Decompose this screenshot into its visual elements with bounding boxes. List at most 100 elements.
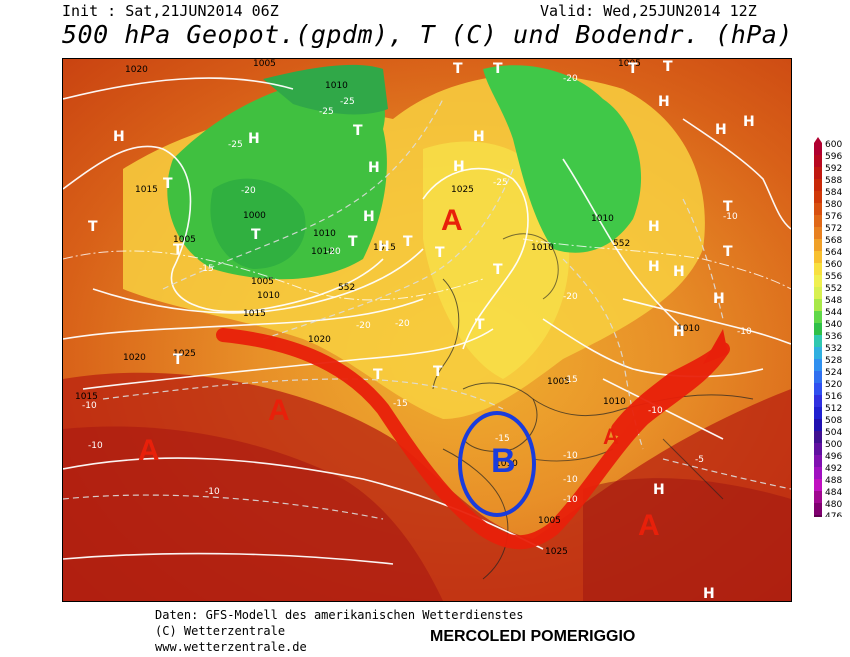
low-symbol: T <box>435 245 445 261</box>
legend-swatch <box>814 347 822 359</box>
pressure-label: 1010 <box>531 243 554 253</box>
temperature-label: -20 <box>356 321 371 331</box>
legend-value: 540 <box>825 320 842 330</box>
low-symbol: T <box>453 61 463 77</box>
legend-value: 592 <box>825 164 842 174</box>
temperature-label: -20 <box>563 74 578 84</box>
low-symbol: T <box>348 234 358 250</box>
low-symbol: T <box>353 123 363 139</box>
temperature-label: -5 <box>695 455 704 465</box>
temperature-label: -10 <box>723 212 738 222</box>
high-symbol: H <box>473 129 485 145</box>
high-symbol: H <box>248 131 260 147</box>
pressure-label: 1010 <box>677 324 700 334</box>
pressure-label: 1010 <box>591 214 614 224</box>
temperature-label: -15 <box>563 375 578 385</box>
legend-swatch <box>814 443 822 455</box>
low-symbol: T <box>88 219 98 235</box>
temperature-label: -10 <box>88 441 103 451</box>
legend-swatch <box>814 287 822 299</box>
legend-value: 572 <box>825 224 842 234</box>
low-pressure-marker <box>458 411 536 517</box>
legend-value: 576 <box>825 212 842 222</box>
low-symbol: T <box>723 199 733 215</box>
legend-value: 520 <box>825 380 842 390</box>
legend-value: 504 <box>825 428 842 438</box>
legend-top-cap <box>814 137 822 143</box>
legend-value: 480 <box>825 500 842 510</box>
legend-value: 584 <box>825 188 842 198</box>
legend-value: 552 <box>825 284 842 294</box>
legend-swatch <box>814 191 822 203</box>
legend-swatch <box>814 275 822 287</box>
cold-pool-core <box>210 178 306 269</box>
pressure-label: 1010 <box>313 229 336 239</box>
legend-value: 488 <box>825 476 842 486</box>
low-symbol: T <box>723 244 733 260</box>
valid-time: Valid: Wed,25JUN2014 12Z <box>540 2 757 20</box>
legend-swatch <box>814 431 822 443</box>
high-pressure-a-west: A <box>138 434 160 467</box>
low-symbol: T <box>493 262 503 278</box>
high-symbol: H <box>113 129 125 145</box>
pressure-label: 1000 <box>243 211 266 221</box>
low-pressure-b: B <box>491 442 516 480</box>
pressure-label: 1010 <box>311 247 334 257</box>
temperature-label: -20 <box>395 319 410 329</box>
low-symbol: T <box>493 61 503 77</box>
legend-swatch <box>814 203 822 215</box>
temperature-label: -25 <box>319 107 334 117</box>
legend-swatch <box>814 311 822 323</box>
legend-swatch <box>814 143 822 155</box>
warm-region-southwest <box>63 426 443 601</box>
legend-swatch <box>814 227 822 239</box>
legend-swatch <box>814 515 822 527</box>
high-pressure-a-atlantic: A <box>268 394 290 427</box>
legend-swatch <box>814 479 822 491</box>
pressure-label: 1005 <box>618 59 641 69</box>
pressure-label: 1015 <box>243 309 266 319</box>
footer-url[interactable]: www.wetterzentrale.de <box>155 640 307 654</box>
high-symbol: H <box>673 324 685 340</box>
legend-value: 544 <box>825 308 842 318</box>
low-symbol: T <box>173 352 183 368</box>
legend-value: 580 <box>825 200 842 210</box>
low-symbol: T <box>173 242 183 258</box>
low-symbol: T <box>433 364 443 380</box>
footer-source: Daten: GFS-Modell des amerikanischen Wet… <box>155 608 524 622</box>
high-symbol: H <box>658 94 670 110</box>
legend-value: 508 <box>825 416 842 426</box>
legend-swatch <box>814 215 822 227</box>
temperature-label: -10 <box>563 451 578 461</box>
legend-swatch <box>814 467 822 479</box>
high-symbol: H <box>713 291 725 307</box>
temperature-label: -15 <box>199 264 214 274</box>
high-symbol: H <box>368 160 380 176</box>
temperature-label: -20 <box>326 247 341 257</box>
temperature-label: -10 <box>563 495 578 505</box>
low-symbol: T <box>663 59 673 75</box>
chart-title: 500 hPa Geopot.(gpdm), T (C) und Bodendr… <box>62 20 793 49</box>
legend-value: 588 <box>825 176 842 186</box>
init-time: Init : Sat,21JUN2014 06Z <box>62 2 279 20</box>
legend-swatch <box>814 383 822 395</box>
low-symbol: T <box>628 61 638 77</box>
legend-swatch <box>814 155 822 167</box>
legend-swatch <box>814 395 822 407</box>
legend-swatch <box>814 503 822 515</box>
high-pressure-a-north-sea: A <box>441 204 463 237</box>
caption: MERCOLEDI POMERIGGIO <box>430 628 636 645</box>
geopotential-label: 552 <box>613 239 631 249</box>
pressure-label: 1010 <box>603 397 626 407</box>
low-symbol: T <box>663 59 673 75</box>
legend-value: 596 <box>825 152 842 162</box>
legend-swatch <box>814 323 822 335</box>
high-symbol: H <box>715 122 727 138</box>
legend-value: 496 <box>825 452 842 462</box>
legend-value: 484 <box>825 488 842 498</box>
legend-value: 548 <box>825 296 842 306</box>
pressure-label: 1005 <box>547 377 570 387</box>
pressure-label: 1025 <box>451 185 474 195</box>
pressure-label: 1010 <box>325 81 348 91</box>
cold-pool-scandinavia <box>483 65 642 253</box>
